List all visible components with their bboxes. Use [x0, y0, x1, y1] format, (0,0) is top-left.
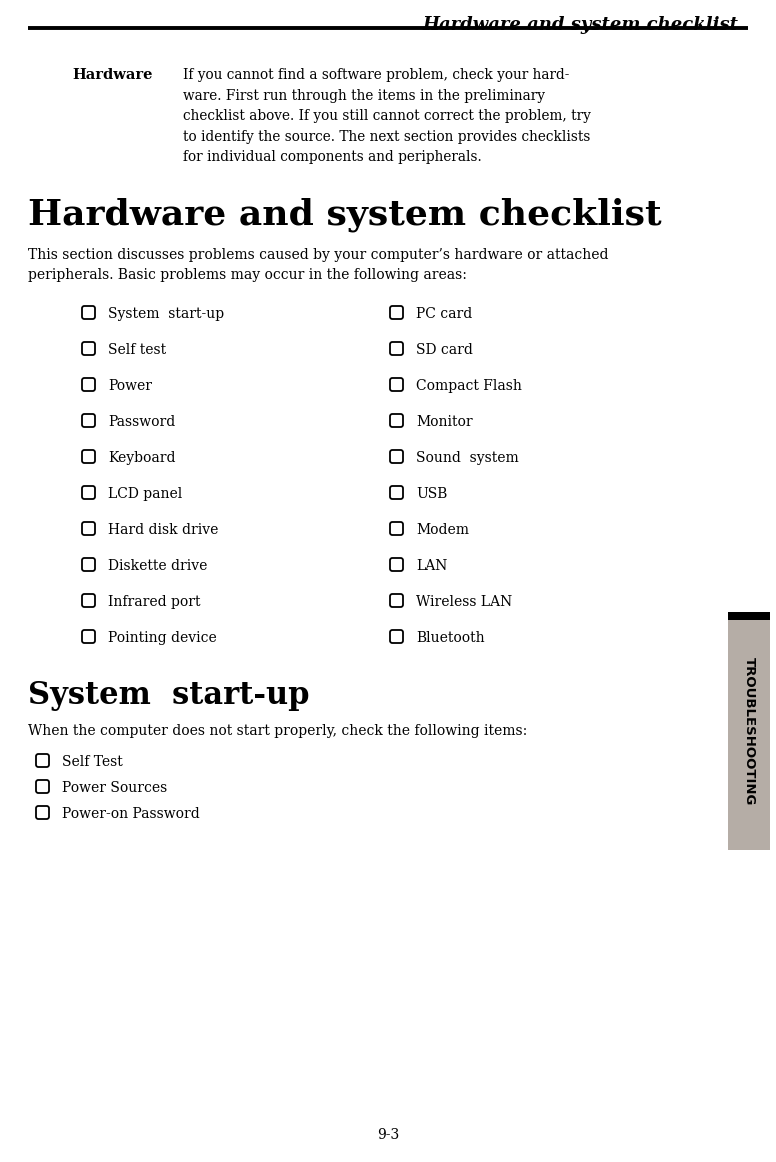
FancyBboxPatch shape — [36, 806, 49, 819]
FancyBboxPatch shape — [728, 612, 770, 849]
Text: 9-3: 9-3 — [377, 1128, 399, 1142]
FancyBboxPatch shape — [390, 594, 403, 607]
FancyBboxPatch shape — [82, 378, 95, 390]
Text: Compact Flash: Compact Flash — [416, 379, 522, 393]
Text: Hard disk drive: Hard disk drive — [108, 523, 218, 537]
Text: PC card: PC card — [416, 307, 473, 321]
Text: LCD panel: LCD panel — [108, 487, 182, 501]
FancyBboxPatch shape — [390, 378, 403, 390]
Text: Hardware and system checklist: Hardware and system checklist — [422, 16, 738, 34]
Text: Bluetooth: Bluetooth — [416, 631, 485, 645]
FancyBboxPatch shape — [390, 486, 403, 498]
Text: Infrared port: Infrared port — [108, 595, 200, 609]
FancyBboxPatch shape — [82, 558, 95, 571]
Text: This section discusses problems caused by your computer’s hardware or attached
p: This section discusses problems caused b… — [28, 248, 608, 281]
FancyBboxPatch shape — [390, 522, 403, 535]
FancyBboxPatch shape — [82, 594, 95, 607]
FancyBboxPatch shape — [36, 780, 49, 792]
FancyBboxPatch shape — [390, 414, 403, 426]
Text: Password: Password — [108, 415, 175, 429]
Text: Pointing device: Pointing device — [108, 631, 217, 645]
Text: LAN: LAN — [416, 559, 448, 573]
FancyBboxPatch shape — [82, 306, 95, 320]
FancyBboxPatch shape — [390, 306, 403, 320]
Text: Self Test: Self Test — [62, 755, 123, 769]
FancyBboxPatch shape — [82, 450, 95, 462]
Text: TROUBLESHOOTING: TROUBLESHOOTING — [743, 657, 756, 805]
FancyBboxPatch shape — [390, 342, 403, 356]
Text: Power Sources: Power Sources — [62, 781, 168, 795]
Text: If you cannot find a software problem, check your hard-
ware. First run through : If you cannot find a software problem, c… — [183, 69, 591, 164]
Text: USB: USB — [416, 487, 448, 501]
FancyBboxPatch shape — [82, 522, 95, 535]
Text: System  start-up: System start-up — [108, 307, 224, 321]
FancyBboxPatch shape — [82, 486, 95, 498]
Text: Sound  system: Sound system — [416, 451, 518, 465]
Text: Power-on Password: Power-on Password — [62, 806, 199, 822]
Text: Keyboard: Keyboard — [108, 451, 175, 465]
FancyBboxPatch shape — [82, 414, 95, 426]
Text: Self test: Self test — [108, 343, 166, 357]
FancyBboxPatch shape — [390, 450, 403, 462]
FancyBboxPatch shape — [390, 558, 403, 571]
FancyBboxPatch shape — [390, 630, 403, 643]
Text: Modem: Modem — [416, 523, 469, 537]
FancyBboxPatch shape — [82, 630, 95, 643]
Text: SD card: SD card — [416, 343, 473, 357]
Text: When the computer does not start properly, check the following items:: When the computer does not start properl… — [28, 724, 527, 738]
Text: Monitor: Monitor — [416, 415, 473, 429]
Text: Wireless LAN: Wireless LAN — [416, 595, 512, 609]
FancyBboxPatch shape — [82, 342, 95, 356]
Text: System  start-up: System start-up — [28, 680, 310, 711]
Text: Hardware: Hardware — [72, 69, 153, 83]
Text: Diskette drive: Diskette drive — [108, 559, 207, 573]
FancyBboxPatch shape — [36, 754, 49, 767]
Text: Power: Power — [108, 379, 152, 393]
Text: Hardware and system checklist: Hardware and system checklist — [28, 198, 662, 232]
FancyBboxPatch shape — [728, 612, 770, 621]
